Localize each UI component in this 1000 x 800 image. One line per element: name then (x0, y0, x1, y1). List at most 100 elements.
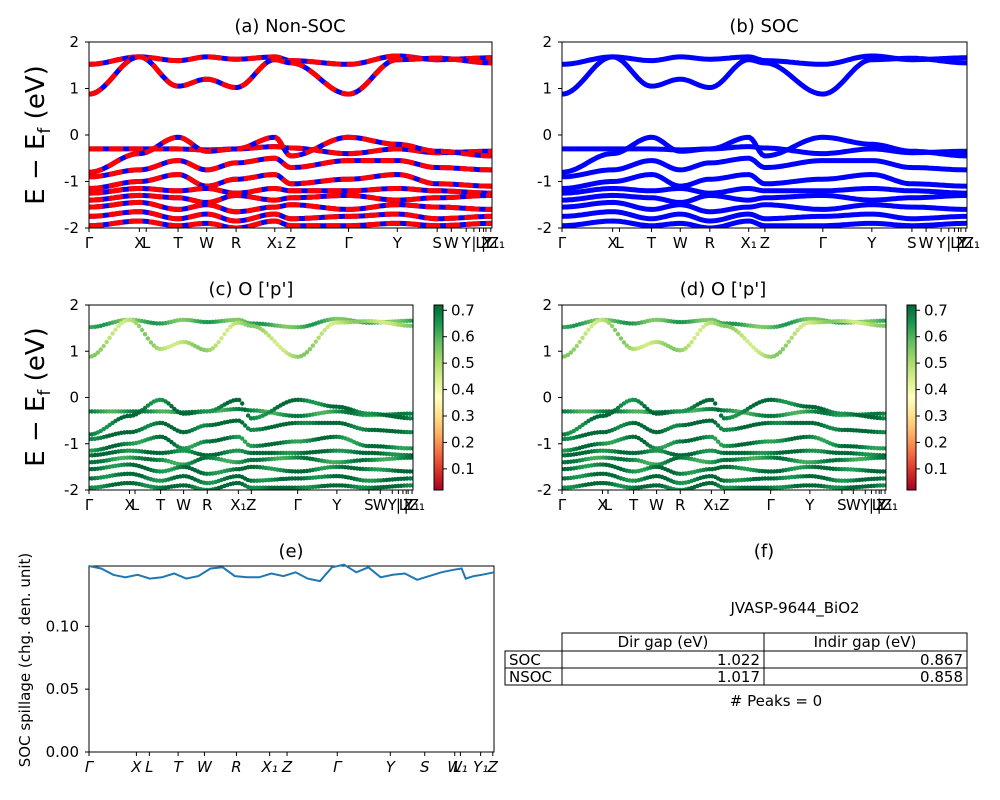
layer-b-ytick-label: -2 (537, 219, 552, 237)
layer-d-xtick-label: T (628, 496, 639, 514)
band-point (245, 413, 251, 418)
layer-d-xtick-label: L (872, 496, 881, 514)
band-point (774, 352, 780, 357)
band-line (562, 54, 967, 97)
band-line-nonsoc (89, 199, 492, 215)
layer-c-xtick-label: L (399, 496, 408, 514)
band-point (410, 469, 413, 474)
layer-c-frame (88, 304, 414, 491)
band-point (310, 343, 316, 348)
spillage-xtick-label: Z (281, 758, 293, 776)
band-point (225, 328, 230, 333)
band-point (883, 455, 886, 460)
band-point (272, 339, 277, 344)
layer-d-xtick-label: Y₁ (876, 496, 892, 514)
panel-c-title: (c) O ['p'] (209, 279, 294, 300)
ylabel-spillage: SOC spillage (chg. den. unit) (16, 553, 34, 768)
colorbar-tick-label: 0.3 (924, 407, 948, 425)
band-point (751, 345, 756, 350)
band-point (313, 339, 318, 344)
layer-c-xtick-label: W (373, 496, 388, 514)
band-line-nonsoc (89, 171, 492, 191)
band-point (240, 420, 245, 425)
band-point (618, 336, 624, 341)
band-point (216, 340, 221, 345)
layer-a-xtick-label: R (231, 234, 241, 252)
band-point (745, 339, 750, 344)
band-point (307, 347, 313, 352)
layer-b-xtick-label: L (615, 234, 624, 252)
band-point (410, 416, 413, 421)
spillage-xtick-label: L (145, 758, 153, 776)
band-point (786, 339, 791, 344)
band-point (754, 347, 759, 353)
layer-b-xtick-label: X₁ (741, 234, 757, 252)
layer-d-xtick-label: W (649, 496, 664, 514)
band-point (410, 455, 413, 460)
spillage-xtick-label: L₁ (453, 758, 467, 776)
band-point (166, 401, 171, 406)
table-row-soc-label: SOC (509, 651, 541, 669)
band-point (615, 332, 621, 337)
layer-a-xtick-label: L (475, 234, 484, 252)
layer-c-ytick-label: -2 (64, 481, 79, 499)
band-point (104, 339, 109, 345)
spillage-ytick-label: 0.00 (46, 743, 79, 761)
band-point (736, 330, 741, 335)
ylabel-top: E − Ef (eV) (21, 65, 55, 205)
layer-c-xtick-label: Γ (293, 496, 302, 514)
band-point (136, 323, 142, 329)
layer-c-xtick-label: Z (246, 496, 256, 514)
band-point (237, 397, 242, 403)
band-point (883, 416, 886, 421)
layer-d-xtick-label: Γ (558, 496, 567, 514)
band-line (562, 192, 967, 205)
band-point (639, 401, 644, 406)
layer-b-xtick-label: Y (866, 234, 877, 252)
panel-d-colorbar: 0.1 0.2 0.3 0.4 0.5 0.6 0.7 (906, 301, 948, 491)
band-point (701, 324, 706, 329)
band-point (410, 411, 413, 416)
band-point (583, 331, 588, 336)
band-point (101, 343, 106, 349)
band-point (713, 436, 718, 441)
colorbar-tick-label: 0.7 (451, 301, 475, 319)
spillage-xtick-label: X₁ (260, 758, 277, 776)
layer-b-xtick-label: R (705, 234, 715, 252)
band-point (612, 408, 618, 413)
table-footer-peaks: # Peaks = 0 (730, 692, 822, 710)
band-point (222, 331, 227, 337)
layer-b-ytick-label: -1 (537, 173, 552, 191)
layer-a-ytick-label: 2 (69, 33, 79, 51)
band-point (883, 483, 886, 488)
layer-c-ytick-label: 2 (69, 296, 79, 314)
layer-c-xtick-label: R (202, 496, 212, 514)
layer-d-xtick-label: L (604, 496, 613, 514)
band-point (710, 397, 715, 403)
colorbar (906, 304, 917, 491)
layer-d-frame (561, 304, 887, 491)
band-point (240, 401, 245, 406)
layer-a-xtick-label: X₁ (267, 234, 283, 252)
band-line-nonsoc (89, 192, 492, 205)
band-point (410, 446, 413, 451)
band-point (95, 350, 101, 355)
panel-f-table: JVASP-9644_BiO2 Dir gap (eV) Indir gap (… (504, 599, 968, 710)
band-point (319, 331, 324, 336)
band-point (410, 430, 413, 435)
layer-a-ytick-label: 1 (69, 80, 79, 98)
band-point (269, 336, 274, 341)
colorbar-tick-label: 0.5 (924, 354, 948, 372)
band-line (562, 209, 967, 224)
band-point (883, 469, 886, 474)
band-point (718, 413, 724, 418)
ylabel-middle: E − Ef (eV) (21, 327, 55, 467)
layer-c-ytick-label: 0 (69, 389, 79, 407)
band-point (792, 331, 797, 336)
layer-c-xtick-label: T (155, 496, 166, 514)
band-point (713, 420, 718, 425)
layer-a-xtick-label: | (481, 234, 486, 252)
